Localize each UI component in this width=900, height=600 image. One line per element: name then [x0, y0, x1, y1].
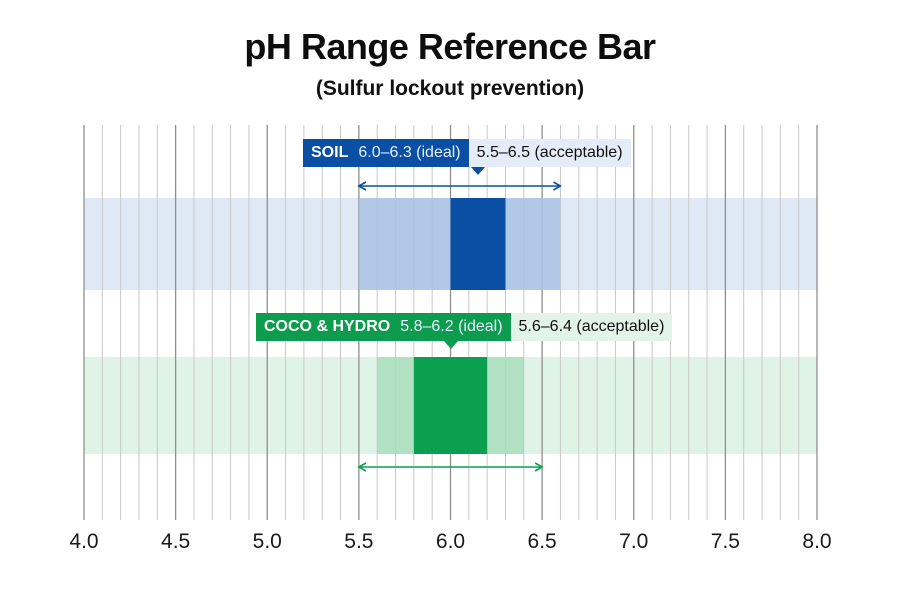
coco-hydro-ideal-bar	[413, 357, 488, 454]
x-tick-label: 5.0	[253, 530, 282, 553]
x-tick-label: 6.5	[528, 530, 557, 553]
x-tick-label: 7.0	[619, 530, 648, 553]
x-tick-label: 7.5	[711, 530, 740, 553]
soil-series-name: SOIL	[311, 144, 349, 161]
coco-hydro-ideal-range: 5.8–6.2 (ideal)	[400, 318, 503, 335]
x-tick-label: 8.0	[802, 530, 831, 553]
coco-hydro-series-name: COCO & HYDRO	[264, 318, 391, 335]
soil-range-callout: SOIL 6.0–6.3 (ideal) 5.5–6.5 (acceptable…	[303, 139, 631, 175]
soil-acceptable-range: 5.5–6.5 (acceptable)	[468, 139, 631, 167]
soil-ideal-range: 6.0–6.3 (ideal)	[358, 144, 461, 161]
coco-hydro-acceptable-range: 5.6–6.4 (acceptable)	[510, 313, 673, 341]
coco-hydro-callout-pointer	[444, 341, 458, 349]
x-tick-label: 4.0	[69, 530, 98, 553]
chart-title: pH Range Reference Bar	[244, 26, 656, 67]
soil-ideal-bar	[450, 198, 506, 290]
x-axis-tick-labels: 4.0 4.5 5.0 5.5 6.0 6.5 7.0 7.5 8.0	[69, 530, 831, 553]
x-tick-label: 5.5	[344, 530, 373, 553]
soil-callout-pointer	[471, 167, 485, 175]
chart-subtitle: (Sulfur lockout prevention)	[315, 77, 585, 100]
range-arrows	[357, 181, 563, 472]
coco-hydro-ideal-label: COCO & HYDRO 5.8–6.2 (ideal)	[256, 313, 511, 349]
x-tick-label: 6.0	[436, 530, 465, 553]
coco-hydro-range-callout: COCO & HYDRO 5.8–6.2 (ideal) 5.6–6.4 (ac…	[256, 313, 673, 349]
range-bands	[358, 198, 561, 454]
soil-ideal-label: SOIL 6.0–6.3 (ideal)	[303, 139, 485, 175]
x-tick-label: 4.5	[161, 530, 190, 553]
